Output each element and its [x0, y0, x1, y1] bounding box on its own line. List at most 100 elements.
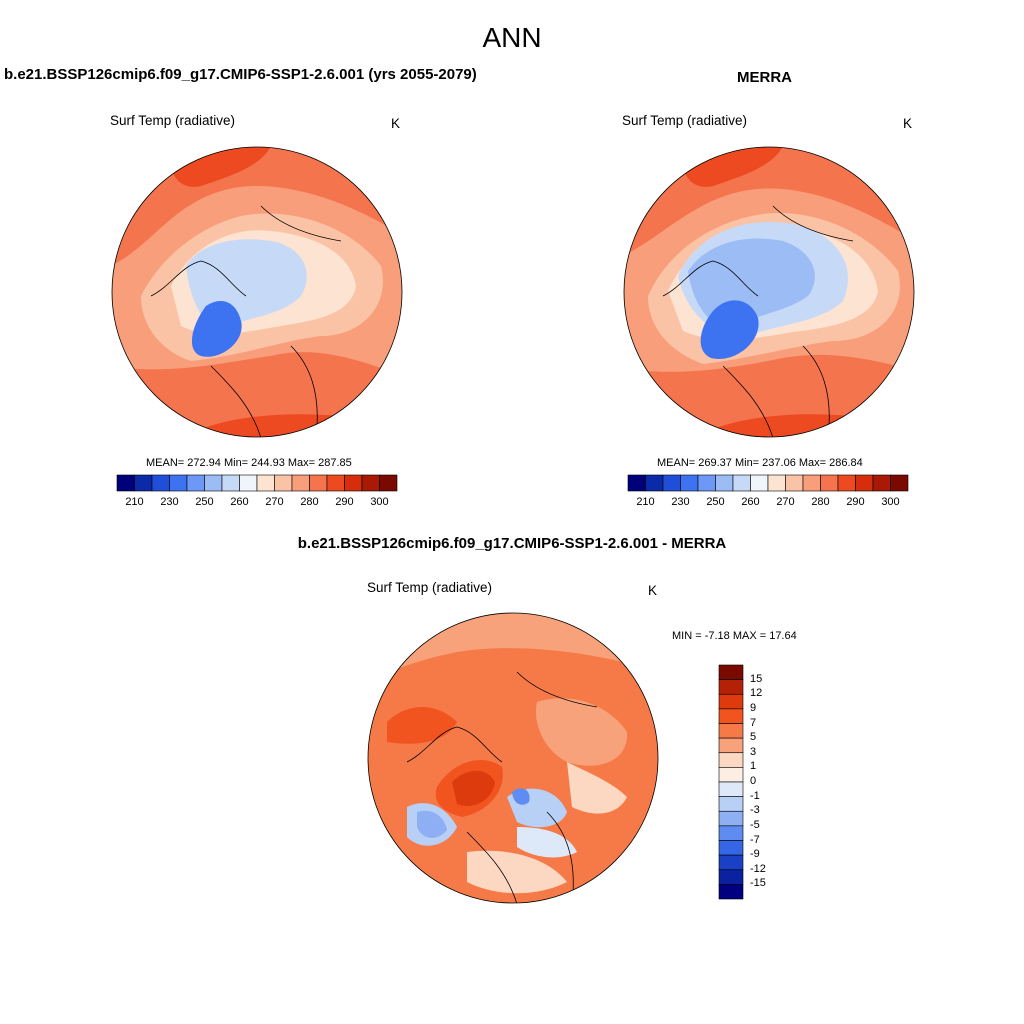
colorbar-diff-tick-label: -7	[750, 833, 760, 846]
colorbar-model-swatch	[134, 474, 153, 492]
colorbar-diff-swatch	[718, 708, 744, 724]
colorbar-merra-swatch	[767, 474, 786, 492]
colorbar-diff-swatch	[718, 693, 744, 710]
colorbar-merra-swatch	[645, 474, 664, 492]
colorbar-merra-tick-label: 290	[846, 496, 865, 508]
colorbar-diff-tick-label: 1	[750, 760, 757, 773]
stats-merra: MEAN= 269.37 Min= 237.06 Max= 286.84	[657, 457, 863, 469]
colorbar-merra-swatch	[855, 474, 874, 492]
colorbar-model-swatch	[274, 474, 293, 492]
colorbar-model-tick-label: 230	[160, 496, 179, 508]
colorbar-merra-swatch	[732, 474, 751, 492]
colorbar-merra-swatch	[662, 474, 681, 492]
colorbar-model-tick-label: 300	[370, 496, 389, 508]
polar-map-diff	[367, 612, 659, 904]
variable-label-model: Surf Temp (radiative)	[110, 113, 236, 128]
colorbar-diff-swatch	[718, 810, 744, 827]
colorbar-diff-swatch	[718, 840, 744, 856]
colorbar-model-swatch	[151, 474, 170, 492]
colorbar-labels-diff: 15 12 9 7 5 3 1 0 -1 -3 -5 -7 -9 -12 -15	[750, 665, 790, 899]
colorbar-model-swatch	[361, 474, 380, 492]
colorbar-diff-tick-label: 0	[750, 775, 757, 787]
colorbar-merra-swatch	[802, 474, 821, 492]
colorbar-model-tick-label: 270	[265, 496, 284, 508]
colorbar-model-tick-label: 210	[125, 496, 144, 508]
panel-title-diff: b.e21.BSSP126cmip6.f09_g17.CMIP6-SSP1-2.…	[297, 535, 727, 552]
colorbar-merra-swatch	[837, 474, 856, 492]
stats-model: MEAN= 272.94 Min= 244.93 Max= 287.85	[146, 457, 352, 469]
colorbar-model-tick-label: 260	[230, 496, 249, 508]
colorbar-merra-tick-label: 270	[776, 496, 795, 508]
colorbar-diff-swatch	[718, 884, 744, 900]
colorbar-model	[116, 474, 398, 492]
colorbar-model-swatch	[309, 474, 328, 492]
colorbar-model-swatch	[256, 474, 275, 492]
colorbar-merra-swatch	[627, 474, 646, 492]
colorbar-diff-tick-label: -1	[750, 789, 760, 802]
colorbar-diff-swatch	[718, 752, 744, 768]
colorbar-merra-swatch	[872, 474, 891, 492]
colorbar-model-swatch	[186, 474, 205, 492]
panel-title-merra: MERRA	[737, 69, 792, 86]
units-label-merra: K	[903, 116, 913, 131]
colorbar-diff-tick-label: -5	[750, 818, 760, 831]
colorbar-diff-swatch	[718, 825, 744, 841]
colorbar-diff-tick-label: -9	[750, 848, 760, 861]
colorbar-diff-swatch	[718, 664, 744, 680]
colorbar-diff-swatch	[718, 781, 744, 797]
colorbar-model-swatch	[116, 474, 135, 492]
colorbar-merra-swatch	[820, 474, 839, 492]
colorbar-diff-tick-label: 15	[750, 672, 763, 685]
colorbar-merra-tick-label: 300	[881, 496, 900, 508]
colorbar-model-swatch	[204, 474, 223, 492]
colorbar-labels-merra: 210 230 250 260 270 280 290 300	[628, 496, 908, 510]
colorbar-diff	[718, 664, 744, 900]
variable-label-merra: Surf Temp (radiative)	[622, 113, 748, 128]
colorbar-merra-tick-label: 260	[741, 496, 760, 508]
colorbar-model-tick-label: 250	[195, 496, 214, 508]
colorbar-merra-tick-label: 210	[636, 496, 655, 508]
colorbar-labels-model: 210 230 250 260 270 280 290 300	[117, 496, 397, 510]
colorbar-model-swatch	[239, 474, 258, 492]
polar-map-merra	[623, 146, 915, 438]
colorbar-model-tick-label: 280	[300, 496, 319, 508]
colorbar-merra-tick-label: 250	[706, 496, 725, 508]
units-label-diff: K	[648, 583, 658, 598]
variable-label-diff: Surf Temp (radiative)	[367, 580, 493, 595]
colorbar-merra-swatch	[785, 474, 804, 492]
colorbar-model-swatch	[379, 474, 398, 492]
colorbar-model-tick-label: 290	[335, 496, 354, 508]
colorbar-diff-swatch	[718, 723, 744, 739]
colorbar-diff-swatch	[718, 737, 744, 754]
colorbar-merra-tick-label: 280	[811, 496, 830, 508]
colorbar-model-swatch	[169, 474, 188, 492]
colorbar-merra-swatch	[890, 474, 909, 492]
colorbar-diff-tick-label: 12	[750, 687, 763, 700]
figure-title: ANN	[482, 22, 542, 53]
colorbar-diff-tick-label: 7	[750, 716, 757, 729]
colorbar-merra	[627, 474, 909, 492]
colorbar-model-swatch	[326, 474, 345, 492]
colorbar-diff-swatch	[718, 767, 744, 783]
colorbar-diff-swatch	[718, 854, 744, 871]
colorbar-model-swatch	[291, 474, 310, 492]
stats-diff: MIN = -7.18 MAX = 17.64	[672, 630, 797, 642]
colorbar-merra-swatch	[750, 474, 769, 492]
colorbar-merra-swatch	[697, 474, 716, 492]
colorbar-diff-tick-label: 3	[750, 745, 757, 758]
colorbar-diff-swatch	[718, 679, 744, 695]
colorbar-diff-swatch	[718, 796, 744, 812]
colorbar-model-swatch	[344, 474, 363, 492]
colorbar-merra-swatch	[715, 474, 734, 492]
colorbar-diff-tick-label: -3	[750, 804, 760, 817]
colorbar-merra-tick-label: 230	[671, 496, 690, 508]
colorbar-diff-tick-label: -15	[750, 877, 766, 890]
colorbar-diff-tick-label: 9	[750, 701, 757, 714]
colorbar-diff-swatch	[718, 869, 744, 885]
colorbar-merra-swatch	[680, 474, 699, 492]
units-label-model: K	[391, 116, 401, 131]
panel-title-model: b.e21.BSSP126cmip6.f09_g17.CMIP6-SSP1-2.…	[4, 66, 477, 83]
polar-map-model	[111, 146, 403, 438]
colorbar-diff-tick-label: -12	[750, 862, 766, 875]
colorbar-diff-tick-label: 5	[750, 731, 757, 744]
